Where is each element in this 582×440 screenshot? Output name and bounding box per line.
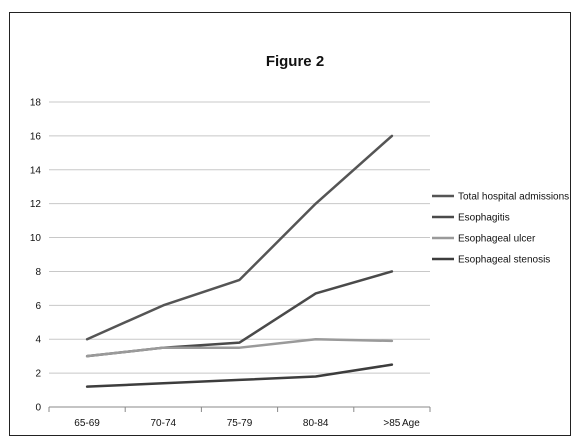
series-line-4	[85, 363, 394, 388]
y-tick-label: 12	[30, 199, 42, 210]
legend-label: Esophageal ulcer	[458, 234, 536, 245]
y-tick-label: 0	[35, 403, 41, 414]
series-line-3	[85, 337, 394, 358]
y-axis-ticks: 0 2 4 6 8 10 12 14 16 18	[30, 98, 42, 414]
legend: Total hospital admissions Esophagitis Esop…	[432, 192, 569, 266]
x-tick-label: 75-79	[227, 418, 253, 429]
y-tick-label: 4	[35, 335, 41, 346]
y-tick-label: 10	[30, 233, 42, 244]
y-tick-label: 14	[30, 165, 42, 176]
x-axis-ticks: 65-69 70-74 75-79 80-84 >85	[74, 418, 401, 429]
legend-label: Esophageal stenosis	[458, 255, 550, 266]
x-tick-label: 80-84	[303, 418, 329, 429]
y-tick-label: 8	[35, 267, 41, 278]
series-line-1	[85, 134, 394, 341]
x-axis-label: Age	[402, 418, 420, 429]
series-lines	[85, 134, 394, 388]
series-line-2	[85, 270, 394, 358]
x-tick-label: 65-69	[74, 418, 100, 429]
y-tick-label: 6	[35, 301, 41, 312]
chart-frame	[9, 12, 571, 436]
axes	[48, 406, 431, 412]
gridlines	[49, 101, 430, 374]
legend-label: Esophagitis	[458, 213, 510, 224]
x-tick-label: >85	[383, 418, 400, 429]
y-tick-label: 18	[30, 98, 42, 109]
legend-label: Total hospital admissions	[458, 192, 569, 203]
y-tick-label: 2	[35, 369, 41, 380]
y-tick-label: 16	[30, 131, 42, 142]
x-tick-label: 70-74	[151, 418, 177, 429]
chart-title: Figure 2	[266, 53, 324, 70]
